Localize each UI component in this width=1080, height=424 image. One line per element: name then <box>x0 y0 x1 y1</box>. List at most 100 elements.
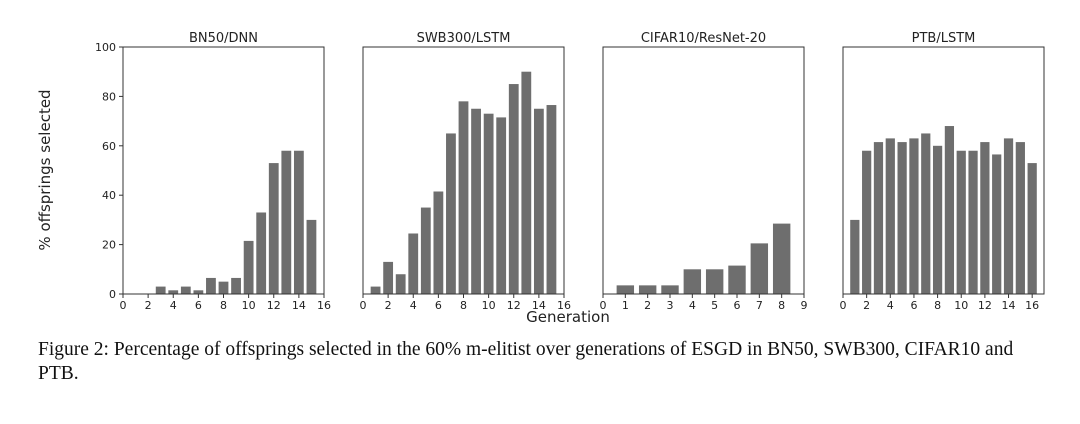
y-tick-label: 0 <box>109 288 116 301</box>
bar <box>956 150 966 294</box>
y-tick-label: 20 <box>102 239 116 252</box>
bar <box>683 269 702 294</box>
bar <box>281 150 292 294</box>
x-tick-label: 14 <box>532 299 546 312</box>
plot-frame <box>842 46 1045 295</box>
x-tick-label: 12 <box>267 299 281 312</box>
bar <box>1015 142 1025 294</box>
y-tick-label: 100 <box>95 41 116 54</box>
bar <box>206 277 216 294</box>
bar <box>1003 138 1014 294</box>
x-tick-label: 8 <box>460 299 467 312</box>
bar <box>395 274 406 294</box>
x-tick-label: 0 <box>600 299 607 312</box>
x-tick-label: 3 <box>667 299 674 312</box>
bar <box>616 285 635 294</box>
x-tick-label: 8 <box>220 299 227 312</box>
plot-frame <box>602 46 805 295</box>
bar <box>420 207 431 294</box>
bar <box>897 142 907 294</box>
bar <box>521 71 532 294</box>
x-tick-label: 4 <box>887 299 894 312</box>
bar <box>1027 163 1037 294</box>
x-tick-label: 6 <box>910 299 917 312</box>
bar <box>256 212 267 294</box>
x-tick-label: 5 <box>711 299 718 312</box>
bar <box>193 290 204 294</box>
x-tick-label: 6 <box>734 299 741 312</box>
bar <box>231 277 241 294</box>
figure-caption: Figure 2: Percentage of offsprings selec… <box>38 339 1014 384</box>
x-tick-label: 4 <box>689 299 696 312</box>
x-tick-label: 10 <box>954 299 968 312</box>
bar <box>370 286 381 294</box>
bar <box>383 261 394 294</box>
bar <box>705 269 724 294</box>
x-tick-label: 0 <box>840 299 847 312</box>
bar <box>458 101 469 294</box>
x-tick-label: 10 <box>242 299 256 312</box>
bar <box>728 265 746 294</box>
x-tick-label: 6 <box>435 299 442 312</box>
y-axis-label: % offsprings selected <box>36 89 54 250</box>
x-tick-label: 7 <box>756 299 763 312</box>
bar <box>921 133 931 294</box>
x-tick-label: 12 <box>978 299 992 312</box>
x-tick-label: 16 <box>557 299 571 312</box>
x-tick-label: 6 <box>195 299 202 312</box>
bar <box>980 142 990 294</box>
x-tick-label: 2 <box>145 299 152 312</box>
bar <box>772 223 791 294</box>
bar <box>885 138 895 294</box>
x-tick-label: 1 <box>622 299 629 312</box>
panel-title: BN50/DNN <box>189 31 258 46</box>
x-tick-label: 8 <box>778 299 785 312</box>
bar <box>243 240 254 294</box>
bar <box>496 117 507 295</box>
x-tick-label: 9 <box>801 299 808 312</box>
bar <box>546 105 557 294</box>
bar <box>155 286 166 294</box>
bar <box>968 150 978 294</box>
x-tick-label: 4 <box>410 299 417 312</box>
bar <box>471 108 481 294</box>
x-tick-label: 14 <box>1002 299 1016 312</box>
figure-chart: % offsprings selected Generation BN50/DN… <box>36 31 1045 326</box>
bar <box>293 150 304 294</box>
bar <box>180 286 191 294</box>
x-tick-label: 12 <box>507 299 521 312</box>
x-tick-label: 2 <box>385 299 392 312</box>
bar <box>508 84 519 294</box>
bar <box>268 163 279 294</box>
x-tick-label: 0 <box>360 299 367 312</box>
x-tick-label: 10 <box>482 299 496 312</box>
bar <box>992 154 1002 294</box>
bar <box>218 281 229 294</box>
bar <box>446 133 456 294</box>
bar <box>483 113 494 294</box>
bar <box>306 219 317 294</box>
bar <box>750 243 769 294</box>
y-tick-label: 40 <box>102 189 116 202</box>
x-tick-label: 2 <box>863 299 870 312</box>
x-tick-label: 0 <box>120 299 127 312</box>
x-tick-label: 8 <box>934 299 941 312</box>
bar <box>433 191 444 294</box>
x-axis-label: Generation <box>526 308 610 326</box>
y-tick-label: 60 <box>102 140 116 153</box>
bar <box>533 108 544 294</box>
x-tick-label: 14 <box>292 299 306 312</box>
y-tick-label: 80 <box>102 90 116 103</box>
bar <box>862 150 872 294</box>
panel-title: SWB300/LSTM <box>417 31 511 46</box>
bar <box>638 285 657 294</box>
bar <box>944 126 955 294</box>
plot-frame <box>122 46 325 295</box>
x-tick-label: 16 <box>317 299 331 312</box>
bar <box>661 285 679 294</box>
bar <box>932 145 943 294</box>
x-tick-label: 16 <box>1025 299 1039 312</box>
panel-title: CIFAR10/ResNet-20 <box>641 31 766 46</box>
panel-3: PTB/LSTM 0 2 4 6 8 10 12 14 16 <box>840 31 1045 312</box>
